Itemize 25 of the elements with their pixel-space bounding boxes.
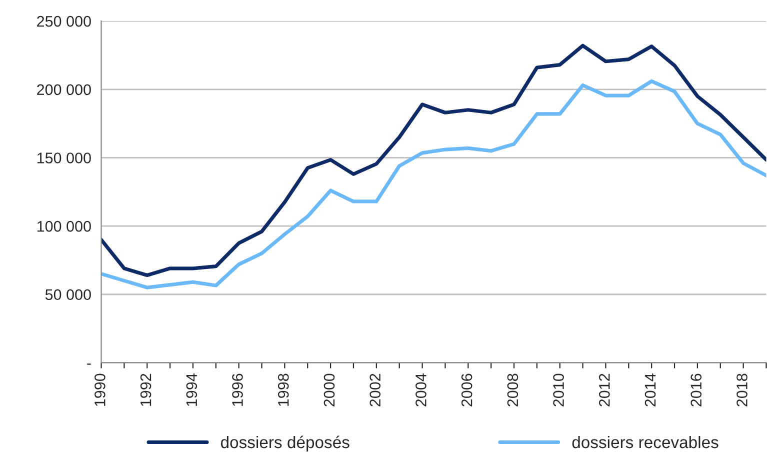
y-tick-label: - xyxy=(87,364,91,365)
x-tick-label: 2002 xyxy=(370,374,381,406)
x-tick-label: 2018 xyxy=(736,374,748,406)
x-tick-label: 2016 xyxy=(690,374,702,406)
x-tick-label: 1998 xyxy=(278,374,289,406)
legend-label: dossiers recevables xyxy=(572,436,718,448)
x-tick-label: 1990 xyxy=(94,374,106,406)
x-tick-label: 2008 xyxy=(507,374,518,406)
x-tick-label: 2004 xyxy=(416,374,426,406)
x-tick-label: 2006 xyxy=(461,374,472,406)
legend-label: dossiers déposés xyxy=(220,436,350,452)
y-tick-label: 100 000 xyxy=(37,220,91,232)
y-tick-label: 150 000 xyxy=(37,152,91,164)
line-series xyxy=(101,44,766,278)
x-tick-label: 1994 xyxy=(186,374,198,406)
x-tick-label: 2014 xyxy=(644,374,656,406)
x-tick-label: 2012 xyxy=(599,374,610,406)
y-tick-label: 200 000 xyxy=(37,84,91,96)
y-tick-label: 250 000 xyxy=(37,16,91,27)
line-series xyxy=(101,79,766,290)
x-tick-label: 1996 xyxy=(232,374,243,406)
x-tick-label: 2000 xyxy=(324,374,335,406)
x-tick-label: 2010 xyxy=(553,374,564,406)
y-tick-label: 50 000 xyxy=(45,289,91,300)
x-tick-label: 1992 xyxy=(140,374,152,406)
